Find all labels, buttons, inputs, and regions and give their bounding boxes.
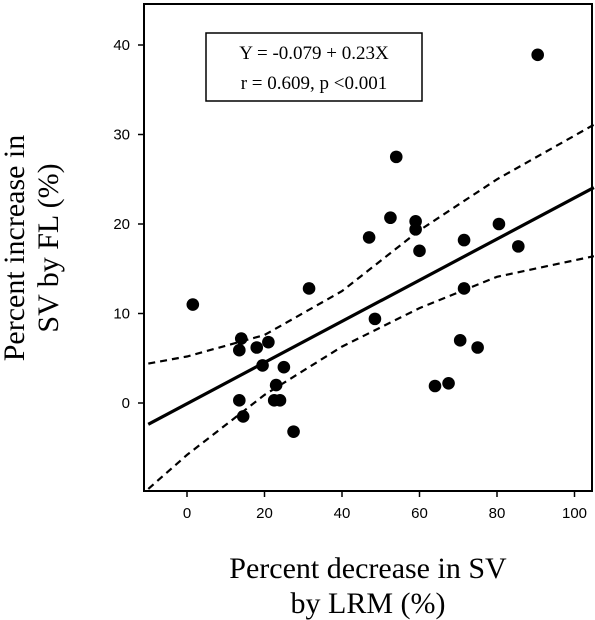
data-point [250,341,264,354]
x-tick-label: 20 [256,505,273,522]
data-point [256,359,269,372]
data-point [277,360,291,374]
equation-box: Y = -0.079 + 0.23X r = 0.609, p <0.001 [205,32,423,102]
y-axis-ticks: 0 10 20 30 40 [113,37,144,412]
regression-line [147,186,595,426]
data-points [186,48,544,438]
data-point [302,282,316,295]
data-point [442,377,455,390]
x-tick-label: 80 [489,505,506,522]
correlation-text: r = 0.609, p <0.001 [241,73,388,94]
y-tick-label: 10 [113,306,130,323]
data-point [234,332,248,345]
ci-lower-line [147,255,595,490]
y-tick-label: 0 [122,395,130,412]
data-point [362,231,376,244]
y-tick-label: 30 [113,127,130,144]
x-axis-ticks: 0 20 40 60 80 100 [183,491,587,522]
equation-text: Y = -0.079 + 0.23X [239,43,389,64]
data-point [531,48,544,62]
data-point [233,394,246,407]
data-point [368,312,382,326]
data-point [413,244,426,258]
data-point [186,298,200,311]
data-point [457,233,471,247]
data-point [457,282,471,295]
y-axis-title-line1: Percent increase in [0,135,31,362]
x-axis-title-line1: Percent decrease in SV [229,552,507,585]
plot-frame [143,3,593,492]
data-point [428,379,442,393]
x-tick-label: 100 [562,505,587,522]
data-point [273,394,287,407]
data-point [262,335,275,349]
data-point [236,410,250,423]
regression-line-group [147,186,595,426]
data-point [389,150,403,164]
equation-box-border [205,32,423,102]
data-point [453,334,467,347]
x-axis-title-line2: by LRM (%) [291,587,446,620]
ci-upper-line [148,123,595,365]
y-axis-title-line2: SV by FL (%) [32,163,65,332]
data-point [269,378,283,392]
x-tick-label: 40 [334,505,351,522]
data-point [384,211,397,225]
confidence-bands [147,123,595,490]
data-point [287,425,300,438]
x-tick-label: 0 [183,505,191,522]
data-point [409,223,422,236]
data-point [471,341,484,354]
data-point [512,240,525,253]
data-point [492,217,506,231]
data-point [233,343,246,357]
y-tick-label: 40 [113,37,130,54]
x-tick-label: 60 [411,505,428,522]
y-tick-label: 20 [113,216,130,233]
